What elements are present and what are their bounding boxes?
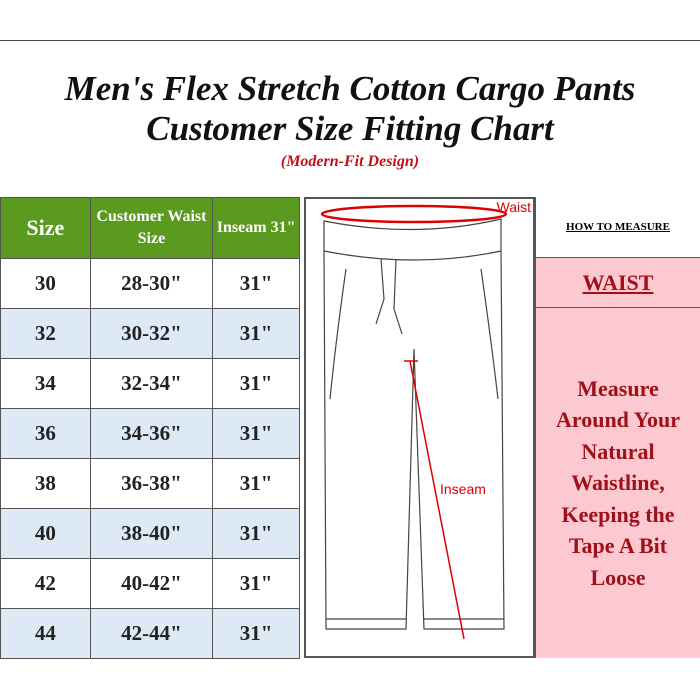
size-cell: 34 <box>0 358 91 409</box>
table-row: 44 42-44" 31" <box>0 608 300 659</box>
pants-outline <box>323 250 505 630</box>
inseam-cell: 31" <box>212 358 300 409</box>
size-cell: 40 <box>0 508 91 559</box>
how-to-measure-panel: HOW TO MEASURE WAIST Measure Around Your… <box>535 197 700 658</box>
waist-cell: 40-42" <box>89 558 214 609</box>
header-waist: Customer Waist Size <box>89 197 214 259</box>
waist-cell: 34-36" <box>89 408 214 459</box>
inseam-cell: 31" <box>212 258 300 309</box>
header-inseam: Inseam 31" <box>212 197 300 259</box>
table-row: 36 34-36" 31" <box>0 408 300 459</box>
size-cell: 42 <box>0 558 91 609</box>
waist-cell: 38-40" <box>89 508 214 559</box>
measure-part: WAIST <box>536 258 700 308</box>
header-size: Size <box>0 197 91 259</box>
pants-diagram: Waist Inseam <box>304 197 535 658</box>
size-cell: 36 <box>0 408 91 459</box>
measure-instruction: Measure Around Your Natural Waistline, K… <box>536 308 700 658</box>
table-row: 34 32-34" 31" <box>0 358 300 409</box>
inseam-cell: 31" <box>212 408 300 459</box>
table-row: 42 40-42" 31" <box>0 558 300 609</box>
waist-cell: 30-32" <box>89 308 214 359</box>
inseam-cell: 31" <box>212 308 300 359</box>
waist-label: Waist <box>496 199 531 215</box>
size-table: Size Customer Waist Size Inseam 31" 30 28… <box>0 197 300 659</box>
title: Men's Flex Stretch Cotton Cargo Pants <box>64 69 636 108</box>
waist-cell: 36-38" <box>89 458 214 509</box>
waistband <box>323 218 502 261</box>
inseam-measure-line <box>409 360 465 640</box>
waist-cell: 32-34" <box>89 358 214 409</box>
size-cell: 44 <box>0 608 91 659</box>
table-row: 32 30-32" 31" <box>0 308 300 359</box>
waist-cell: 42-44" <box>89 608 214 659</box>
inseam-cell: 31" <box>212 558 300 609</box>
inseam-cell: 31" <box>212 458 300 509</box>
inseam-cell: 31" <box>212 508 300 559</box>
title-block: Men's Flex Stretch Cotton Cargo Pants Cu… <box>0 40 700 198</box>
waist-cell: 28-30" <box>89 258 214 309</box>
waist-measure-line <box>320 204 508 224</box>
subtitle: Customer Size Fitting Chart <box>146 109 554 148</box>
table-row: 40 38-40" 31" <box>0 508 300 559</box>
design-note: (Modern-Fit Design) <box>280 153 420 170</box>
table-row: 30 28-30" 31" <box>0 258 300 309</box>
how-to-measure-heading: HOW TO MEASURE <box>536 197 700 258</box>
inseam-label: Inseam <box>440 481 486 497</box>
inseam-cell: 31" <box>212 608 300 659</box>
table-row: 38 36-38" 31" <box>0 458 300 509</box>
size-cell: 32 <box>0 308 91 359</box>
size-cell: 30 <box>0 258 91 309</box>
size-cell: 38 <box>0 458 91 509</box>
